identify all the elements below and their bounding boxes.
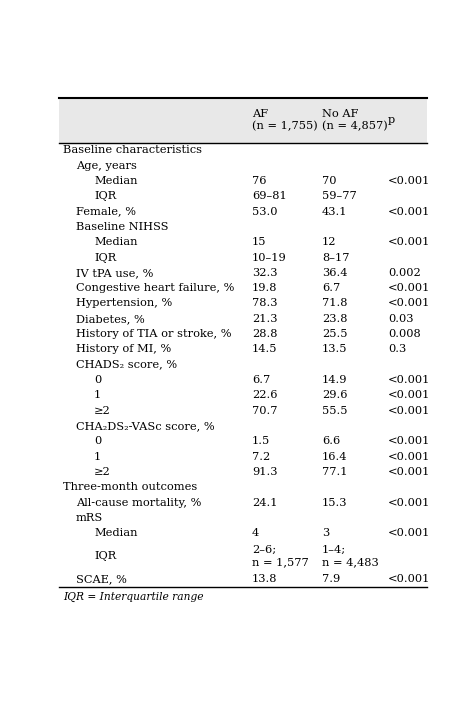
Text: Female, %: Female, %: [76, 207, 136, 216]
Text: 12: 12: [322, 237, 337, 247]
Text: 7.2: 7.2: [252, 452, 270, 462]
Text: 77.1: 77.1: [322, 467, 347, 477]
Text: Hypertension, %: Hypertension, %: [76, 298, 172, 309]
Text: mRS: mRS: [76, 513, 103, 523]
Text: <0.001: <0.001: [388, 375, 430, 385]
Text: IQR: IQR: [94, 551, 117, 561]
Text: <0.001: <0.001: [388, 528, 430, 538]
Text: 4: 4: [252, 528, 259, 538]
Text: 69–81: 69–81: [252, 191, 287, 201]
Text: 1: 1: [94, 391, 101, 400]
Text: IV tPA use, %: IV tPA use, %: [76, 268, 153, 278]
Text: CHADS₂ score, %: CHADS₂ score, %: [76, 360, 177, 369]
Text: 8–17: 8–17: [322, 252, 349, 262]
Text: Baseline NIHSS: Baseline NIHSS: [76, 222, 168, 232]
Text: 10–19: 10–19: [252, 252, 287, 262]
Text: 22.6: 22.6: [252, 391, 278, 400]
Text: 0: 0: [94, 436, 101, 446]
Text: <0.001: <0.001: [388, 452, 430, 462]
Text: <0.001: <0.001: [388, 391, 430, 400]
Text: 1–4;
n = 4,483: 1–4; n = 4,483: [322, 545, 379, 567]
Text: 76: 76: [252, 176, 266, 186]
Text: 91.3: 91.3: [252, 467, 278, 477]
Text: <0.001: <0.001: [388, 467, 430, 477]
Text: 29.6: 29.6: [322, 391, 347, 400]
Text: 13.8: 13.8: [252, 574, 278, 584]
Text: 32.3: 32.3: [252, 268, 278, 278]
Text: 16.4: 16.4: [322, 452, 347, 462]
Text: 71.8: 71.8: [322, 298, 347, 309]
Text: SCAE, %: SCAE, %: [76, 574, 127, 584]
Text: <0.001: <0.001: [388, 298, 430, 309]
Text: Median: Median: [94, 176, 137, 186]
Text: 55.5: 55.5: [322, 405, 347, 416]
Text: No AF
(n = 4,857): No AF (n = 4,857): [322, 109, 388, 131]
Text: 19.8: 19.8: [252, 283, 278, 293]
Text: 0.008: 0.008: [388, 329, 421, 339]
Text: 53.0: 53.0: [252, 207, 278, 216]
Text: 1.5: 1.5: [252, 436, 270, 446]
Text: 6.7: 6.7: [252, 375, 270, 385]
Text: Baseline characteristics: Baseline characteristics: [63, 145, 202, 155]
Text: 14.5: 14.5: [252, 345, 278, 355]
Text: All-cause mortality, %: All-cause mortality, %: [76, 498, 201, 508]
Text: IQR: IQR: [94, 191, 117, 201]
Text: 36.4: 36.4: [322, 268, 347, 278]
Text: <0.001: <0.001: [388, 176, 430, 186]
Text: Congestive heart failure, %: Congestive heart failure, %: [76, 283, 234, 293]
Text: AF
(n = 1,755): AF (n = 1,755): [252, 109, 318, 131]
Text: 3: 3: [322, 528, 329, 538]
Text: 0.03: 0.03: [388, 314, 413, 324]
Text: 2–6;
n = 1,577: 2–6; n = 1,577: [252, 545, 309, 567]
Text: IQR = Interquartile range: IQR = Interquartile range: [63, 592, 203, 602]
Text: <0.001: <0.001: [388, 436, 430, 446]
Text: 15: 15: [252, 237, 266, 247]
Bar: [59, 98, 427, 142]
Text: Age, years: Age, years: [76, 161, 137, 171]
Text: 13.5: 13.5: [322, 345, 347, 355]
Text: p: p: [388, 116, 395, 125]
Text: Median: Median: [94, 237, 137, 247]
Text: ≥2: ≥2: [94, 467, 111, 477]
Text: <0.001: <0.001: [388, 237, 430, 247]
Text: 6.6: 6.6: [322, 436, 340, 446]
Text: CHA₂DS₂-VASc score, %: CHA₂DS₂-VASc score, %: [76, 421, 214, 431]
Text: 0.002: 0.002: [388, 268, 421, 278]
Text: History of MI, %: History of MI, %: [76, 345, 171, 355]
Text: <0.001: <0.001: [388, 574, 430, 584]
Text: IQR: IQR: [94, 252, 117, 262]
Text: Diabetes, %: Diabetes, %: [76, 314, 145, 324]
Text: 25.5: 25.5: [322, 329, 347, 339]
Text: 43.1: 43.1: [322, 207, 347, 216]
Text: 70: 70: [322, 176, 337, 186]
Text: History of TIA or stroke, %: History of TIA or stroke, %: [76, 329, 231, 339]
Text: <0.001: <0.001: [388, 405, 430, 416]
Text: 59–77: 59–77: [322, 191, 356, 201]
Text: ≥2: ≥2: [94, 405, 111, 416]
Text: <0.001: <0.001: [388, 207, 430, 216]
Text: 21.3: 21.3: [252, 314, 278, 324]
Text: 0: 0: [94, 375, 101, 385]
Text: <0.001: <0.001: [388, 283, 430, 293]
Text: 15.3: 15.3: [322, 498, 347, 508]
Text: Three-month outcomes: Three-month outcomes: [63, 482, 197, 492]
Text: Median: Median: [94, 528, 137, 538]
Text: 1: 1: [94, 452, 101, 462]
Text: <0.001: <0.001: [388, 498, 430, 508]
Text: 24.1: 24.1: [252, 498, 278, 508]
Text: 6.7: 6.7: [322, 283, 340, 293]
Text: 0.3: 0.3: [388, 345, 406, 355]
Text: 28.8: 28.8: [252, 329, 278, 339]
Text: 14.9: 14.9: [322, 375, 347, 385]
Text: 78.3: 78.3: [252, 298, 278, 309]
Text: 23.8: 23.8: [322, 314, 347, 324]
Text: 7.9: 7.9: [322, 574, 340, 584]
Text: 70.7: 70.7: [252, 405, 278, 416]
